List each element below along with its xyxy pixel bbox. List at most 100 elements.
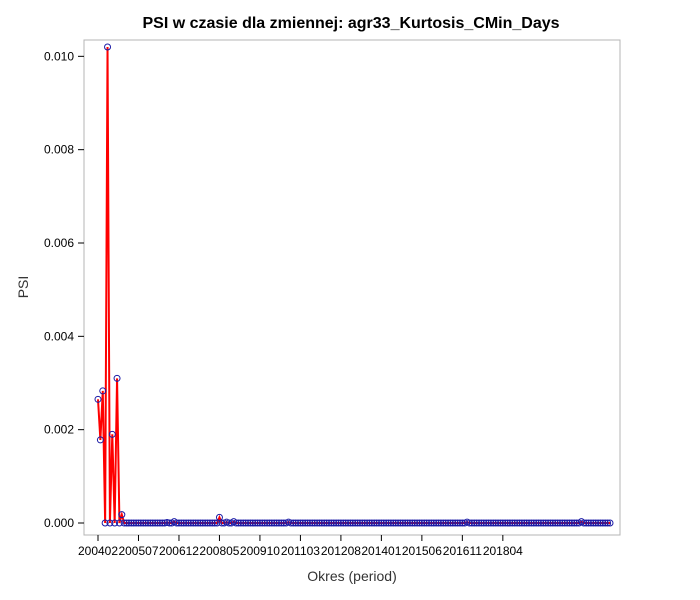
data-point (182, 519, 190, 527)
data-point (454, 519, 462, 527)
data-point (299, 519, 307, 527)
data-point (273, 519, 281, 527)
x-tick-label: 200507 (118, 544, 158, 558)
data-point (270, 519, 278, 527)
data-point (123, 519, 131, 527)
data-point (451, 519, 459, 527)
data-point (475, 519, 483, 527)
y-tick-label: 0.010 (44, 49, 74, 63)
data-point (423, 519, 431, 527)
data-point (113, 374, 121, 382)
data-point (242, 519, 250, 527)
data-point (387, 519, 395, 527)
data-point (439, 519, 447, 527)
data-point (580, 519, 588, 527)
data-point (518, 519, 526, 527)
data-point (582, 519, 590, 527)
y-tick-label: 0.004 (44, 329, 74, 343)
y-tick-label: 0.000 (44, 516, 74, 530)
data-point (106, 519, 114, 527)
data-point (449, 519, 457, 527)
data-point (337, 519, 345, 527)
x-axis-label: Okres (period) (307, 568, 396, 584)
data-point (354, 519, 362, 527)
data-point (485, 519, 493, 527)
data-point (249, 519, 257, 527)
data-point (237, 519, 245, 527)
data-point (496, 519, 504, 527)
data-point (165, 519, 173, 527)
data-point (287, 519, 295, 527)
data-point (525, 519, 533, 527)
data-point (313, 519, 321, 527)
data-point (301, 519, 309, 527)
data-point (501, 519, 509, 527)
data-point (118, 511, 126, 519)
data-point (504, 519, 512, 527)
data-point (94, 395, 102, 403)
data-point (154, 519, 162, 527)
data-point (361, 519, 369, 527)
data-point (570, 519, 578, 527)
data-point (494, 519, 502, 527)
data-point (377, 519, 385, 527)
data-point (225, 519, 233, 527)
data-point (180, 519, 188, 527)
data-point (308, 519, 316, 527)
data-point (401, 519, 409, 527)
data-point (551, 519, 559, 527)
data-point (187, 519, 195, 527)
data-point (592, 519, 600, 527)
y-axis: 0.000 0.002 0.004 0.006 0.008 0.010 (44, 49, 84, 530)
data-point (111, 519, 119, 527)
data-point (108, 430, 116, 438)
data-point (218, 519, 226, 527)
data-point (365, 519, 373, 527)
data-point (563, 519, 571, 527)
data-point (399, 519, 407, 527)
data-point (556, 519, 564, 527)
data-point (318, 519, 326, 527)
data-point (601, 519, 609, 527)
data-point (566, 519, 574, 527)
y-axis-label: PSI (15, 276, 31, 299)
data-point (115, 519, 123, 527)
chart-title: PSI w czasie dla zmiennej: agr33_Kurtosi… (142, 15, 559, 32)
y-tick-label: 0.006 (44, 236, 74, 250)
data-point (561, 519, 569, 527)
data-point (325, 519, 333, 527)
y-tick-label: 0.008 (44, 143, 74, 157)
data-point (589, 519, 597, 527)
data-point (199, 519, 207, 527)
data-point (477, 519, 485, 527)
data-point (213, 519, 221, 527)
data-point (532, 519, 540, 527)
data-point (404, 519, 412, 527)
data-point (542, 519, 550, 527)
x-tick-label: 200910 (240, 544, 280, 558)
data-point (96, 436, 104, 444)
data-point (137, 519, 145, 527)
data-point (215, 513, 223, 521)
data-point (539, 519, 547, 527)
data-point (320, 519, 328, 527)
data-point (292, 519, 300, 527)
data-point (356, 519, 364, 527)
data-point (392, 519, 400, 527)
data-point (239, 519, 247, 527)
data-point (158, 519, 166, 527)
data-point (189, 519, 197, 527)
data-point (311, 519, 319, 527)
data-point (444, 519, 452, 527)
data-point (473, 519, 481, 527)
data-point (508, 519, 516, 527)
data-point (358, 519, 366, 527)
data-point (396, 519, 404, 527)
x-tick-label: 200402 (78, 544, 118, 558)
data-point (127, 519, 135, 527)
data-point (527, 519, 535, 527)
x-tick-label: 201506 (402, 544, 442, 558)
data-point (204, 519, 212, 527)
data-point (296, 519, 304, 527)
